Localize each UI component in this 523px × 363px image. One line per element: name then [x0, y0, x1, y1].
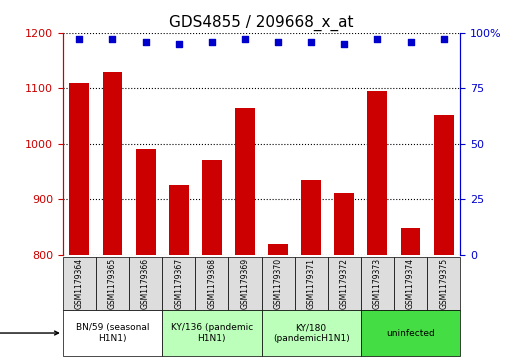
- Text: GSM1179371: GSM1179371: [306, 258, 316, 309]
- FancyBboxPatch shape: [394, 257, 427, 310]
- Text: GSM1179364: GSM1179364: [75, 258, 84, 309]
- Bar: [368, 91, 388, 363]
- FancyBboxPatch shape: [129, 257, 162, 310]
- Text: BN/59 (seasonal
H1N1): BN/59 (seasonal H1N1): [76, 323, 149, 343]
- FancyBboxPatch shape: [361, 257, 394, 310]
- Point: [175, 41, 183, 47]
- Point: [141, 38, 150, 44]
- Bar: [70, 83, 89, 363]
- Bar: [202, 160, 222, 363]
- Text: GSM1179368: GSM1179368: [207, 258, 217, 309]
- FancyBboxPatch shape: [427, 257, 460, 310]
- Point: [373, 36, 382, 42]
- Text: GSM1179366: GSM1179366: [141, 258, 150, 309]
- Text: GSM1179367: GSM1179367: [174, 258, 183, 309]
- Bar: [334, 193, 354, 363]
- Bar: [235, 108, 255, 363]
- FancyBboxPatch shape: [328, 257, 361, 310]
- Text: infection: infection: [0, 328, 59, 338]
- Bar: [268, 244, 288, 363]
- Bar: [135, 149, 155, 363]
- FancyBboxPatch shape: [229, 257, 262, 310]
- Title: GDS4855 / 209668_x_at: GDS4855 / 209668_x_at: [169, 15, 354, 31]
- Text: GSM1179373: GSM1179373: [373, 258, 382, 309]
- Point: [307, 38, 315, 44]
- Text: GSM1179365: GSM1179365: [108, 258, 117, 309]
- Text: GSM1179372: GSM1179372: [340, 258, 349, 309]
- Point: [406, 38, 415, 44]
- Text: GSM1179374: GSM1179374: [406, 258, 415, 309]
- FancyBboxPatch shape: [96, 257, 129, 310]
- FancyBboxPatch shape: [195, 257, 229, 310]
- FancyBboxPatch shape: [361, 310, 460, 356]
- Point: [108, 36, 117, 42]
- FancyBboxPatch shape: [162, 257, 195, 310]
- Point: [75, 36, 84, 42]
- Bar: [169, 185, 189, 363]
- Bar: [103, 72, 122, 363]
- Bar: [434, 115, 453, 363]
- Point: [439, 36, 448, 42]
- FancyBboxPatch shape: [63, 257, 96, 310]
- Text: GSM1179370: GSM1179370: [274, 258, 282, 309]
- Text: KY/136 (pandemic
H1N1): KY/136 (pandemic H1N1): [170, 323, 253, 343]
- Point: [241, 36, 249, 42]
- FancyBboxPatch shape: [162, 310, 262, 356]
- Point: [340, 41, 348, 47]
- FancyBboxPatch shape: [262, 257, 294, 310]
- Text: GSM1179375: GSM1179375: [439, 258, 448, 309]
- FancyBboxPatch shape: [63, 310, 162, 356]
- Text: GSM1179369: GSM1179369: [241, 258, 249, 309]
- Bar: [401, 228, 420, 363]
- FancyBboxPatch shape: [294, 257, 328, 310]
- Bar: [301, 180, 321, 363]
- FancyBboxPatch shape: [262, 310, 361, 356]
- Point: [208, 38, 216, 44]
- Text: KY/180
(pandemicH1N1): KY/180 (pandemicH1N1): [273, 323, 349, 343]
- Text: uninfected: uninfected: [386, 329, 435, 338]
- Point: [274, 38, 282, 44]
